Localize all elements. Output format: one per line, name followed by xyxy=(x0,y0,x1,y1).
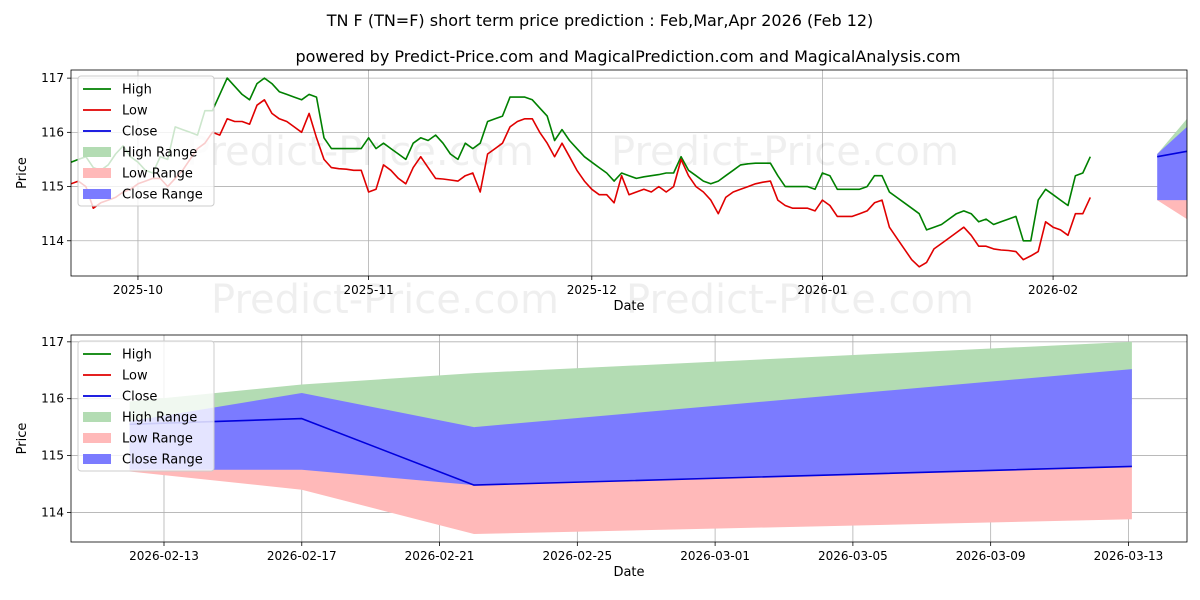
top-plot-area xyxy=(71,77,1187,268)
x-tick-label: 2026-02 xyxy=(1028,283,1078,297)
chart-subtitle: powered by Predict-Price.com and Magical… xyxy=(295,47,960,66)
close-forecast-line xyxy=(1157,150,1187,158)
low-range-band xyxy=(1157,197,1187,220)
legend-label: Close xyxy=(122,125,157,140)
legend-box xyxy=(77,340,215,472)
x-tick-label: 2026-01 xyxy=(797,283,847,297)
y-tick-label: 117 xyxy=(41,335,64,349)
y-tick-label: 114 xyxy=(41,234,64,248)
bottom-plot-area xyxy=(129,341,1132,534)
y-axis-label: Price xyxy=(15,423,30,455)
watermark-text: Predict-Price.com xyxy=(186,129,534,175)
y-tick-label: 115 xyxy=(41,449,64,463)
close-range-band xyxy=(1157,126,1187,201)
legend-label: High xyxy=(122,348,152,363)
bottom-axes: 2026-02-13 2026-02-17 2026-02-21 2026-02-25… xyxy=(15,334,1188,580)
x-tick-label: 2026-02-17 xyxy=(267,549,337,563)
x-tick-label: 2025-11 xyxy=(344,283,394,297)
watermark-text: Predict-Price.com xyxy=(626,277,974,323)
high-series-line xyxy=(71,77,1092,242)
top-gridlines xyxy=(71,70,1187,276)
x-tick-label: 2026-03-13 xyxy=(1094,549,1164,563)
x-tick-label: 2026-03-05 xyxy=(818,549,888,563)
legend-swatch-patch xyxy=(83,189,111,199)
bottom-legend: High Low Close High Range Low Range Close Ran… xyxy=(77,340,215,472)
legend-label: High Range xyxy=(122,411,197,426)
x-tick-label: 2026-03-01 xyxy=(680,549,750,563)
top-axes: 2025-10 2025-11 2025-12 2026-01 2026-02 114 11… xyxy=(15,69,1188,314)
legend-swatch-patch xyxy=(83,454,111,464)
x-axis-label: Date xyxy=(613,565,644,580)
legend-swatch-patch xyxy=(83,147,111,157)
top-plot-frame xyxy=(70,69,1188,277)
top-watermarks: Predict-Price.com Predict-Price.com Pred… xyxy=(186,129,974,323)
close-range-band xyxy=(129,369,1132,486)
chart-title: TN F (TN=F) short term price prediction … xyxy=(326,11,874,30)
legend-label: High Range xyxy=(122,146,197,161)
x-axis-label: Date xyxy=(613,299,644,314)
low-series-line xyxy=(71,99,1092,268)
legend-label: High xyxy=(122,83,152,98)
y-axis-label: Price xyxy=(15,157,30,189)
legend-swatch-patch xyxy=(83,412,111,422)
top-legend: High Low Close High Range Low Range Close Ran… xyxy=(77,75,215,207)
close-forecast-line xyxy=(129,417,1132,486)
watermark-text: Predict-Price.com xyxy=(211,277,559,323)
y-tick-label: 115 xyxy=(41,180,64,194)
y-tick-label: 116 xyxy=(41,125,64,139)
x-tick-label: 2026-03-09 xyxy=(956,549,1026,563)
legend-box xyxy=(77,75,215,207)
legend-label: Low xyxy=(122,369,148,384)
y-tick-label: 117 xyxy=(41,71,64,85)
legend-label: Close xyxy=(122,390,157,405)
top-panel: Predict-Price.com Predict-Price.com Pred… xyxy=(15,69,1188,323)
legend-label: Close Range xyxy=(122,453,203,468)
x-tick-label: 2025-10 xyxy=(113,283,163,297)
legend-label: Low xyxy=(122,104,148,119)
low-range-band xyxy=(129,466,1132,534)
watermark-text: Predict-Price.com xyxy=(611,129,959,175)
y-tick-label: 114 xyxy=(41,505,64,519)
y-tick-label: 116 xyxy=(41,392,64,406)
legend-swatch-patch xyxy=(83,433,111,443)
legend-label: Close Range xyxy=(122,188,203,203)
legend-swatch-patch xyxy=(83,168,111,178)
bottom-plot-frame xyxy=(70,334,1188,543)
x-tick-label: 2025-12 xyxy=(567,283,617,297)
x-tick-label: 2026-02-25 xyxy=(542,549,612,563)
x-tick-label: 2026-02-13 xyxy=(129,549,199,563)
legend-label: Low Range xyxy=(122,432,193,447)
bottom-panel: Predict-Price.com Predict-Price.com 2026… xyxy=(15,334,1188,580)
legend-label: Low Range xyxy=(122,167,193,182)
x-tick-label: 2026-02-21 xyxy=(405,549,475,563)
